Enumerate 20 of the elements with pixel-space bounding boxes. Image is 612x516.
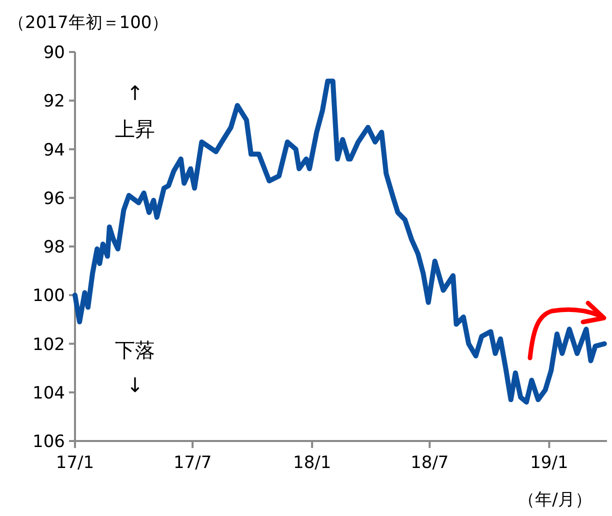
y-tick-label: 96 xyxy=(43,188,65,209)
y-tick-label: 90 xyxy=(43,43,65,63)
annotation: ↑ xyxy=(126,81,144,105)
y-tick-label: 94 xyxy=(43,140,65,160)
annotation: 上昇 xyxy=(115,117,155,141)
x-tick-label: 18/7 xyxy=(410,453,449,473)
y-tick-label: 100 xyxy=(32,286,65,306)
y-tick-label: 104 xyxy=(32,383,65,404)
y-tick-label: 98 xyxy=(43,238,65,258)
y-tick-label: 106 xyxy=(32,432,65,452)
annotation: ↓ xyxy=(126,373,144,397)
y-tick-label: 102 xyxy=(32,334,65,355)
x-tick-label: 17/1 xyxy=(56,453,94,473)
x-tick-label: 17/7 xyxy=(173,453,212,473)
x-axis-title: （年/月） xyxy=(518,490,592,510)
y-tick-label: 92 xyxy=(43,92,65,112)
annotation: 下落 xyxy=(115,338,155,362)
y-axis-title: （2017年初＝100） xyxy=(8,13,169,33)
x-tick-label: 19/1 xyxy=(530,453,568,473)
x-tick-label: 18/1 xyxy=(293,453,332,473)
